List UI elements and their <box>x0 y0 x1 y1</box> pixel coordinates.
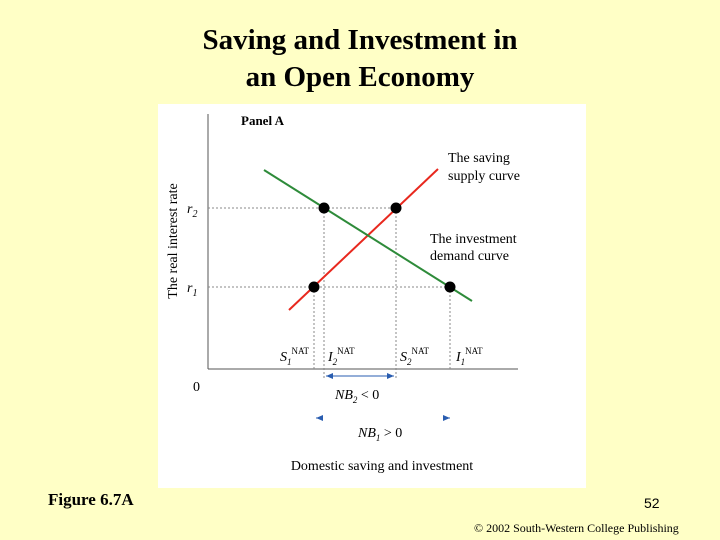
copyright-notice: © 2002 South-Western College Publishing <box>474 521 679 535</box>
y-tick-r1-sub: 1 <box>192 288 197 299</box>
nb1-rest: > 0 <box>380 426 402 441</box>
x-tick-i1-sup: NAT <box>465 346 483 356</box>
nb2-label: NB2 < 0 <box>334 388 379 405</box>
x-tick-s2-sub: 2 <box>407 357 412 367</box>
x-tick-i2: I2NAT <box>327 346 355 367</box>
point-i1-r1 <box>444 281 456 293</box>
nb1-label: NB1 > 0 <box>357 426 402 443</box>
nb1-sub: 1 <box>376 433 381 443</box>
figure-label: Figure 6.7A <box>48 490 134 509</box>
x-tick-i2-sup: NAT <box>337 346 355 356</box>
guide-lines <box>208 207 451 380</box>
x-tick-s1-main: S <box>280 350 287 365</box>
x-tick-i1: I1NAT <box>455 346 483 367</box>
slide-title: Saving and Investment in an Open Economy <box>0 22 720 96</box>
saving-curve-label-line1: The saving <box>448 151 510 166</box>
x-tick-s2-sup: NAT <box>412 346 430 356</box>
x-tick-s2: S2NAT <box>400 346 430 367</box>
origin-label: 0 <box>193 380 200 395</box>
nb1-arrow <box>316 415 450 421</box>
nb2-sub: 2 <box>353 395 358 405</box>
investment-curve-label-line2: demand curve <box>430 249 509 264</box>
x-tick-i1-main: I <box>455 350 462 365</box>
y-tick-r1-main: r <box>187 281 193 296</box>
y-tick-r2-main: r <box>187 202 193 217</box>
nb1-main: NB <box>357 426 376 441</box>
saving-curve-label-line2: supply curve <box>448 169 520 184</box>
investment-demand-curve <box>263 169 473 302</box>
point-i2-r2 <box>318 202 330 214</box>
x-tick-s1-sub: 1 <box>287 357 292 367</box>
x-tick-i1-sub: 1 <box>461 357 466 367</box>
x-axis-label: Domestic saving and investment <box>291 459 473 474</box>
x-tick-i2-main: I <box>327 350 334 365</box>
y-tick-r1: r1 <box>187 281 197 299</box>
title-line-1: Saving and Investment in <box>202 24 518 56</box>
nb2-rest: < 0 <box>357 388 379 403</box>
x-tick-i2-sub: 2 <box>333 357 338 367</box>
nb2-arrow <box>326 373 394 379</box>
y-tick-r2-sub: 2 <box>192 209 197 220</box>
y-tick-r2: r2 <box>187 202 197 220</box>
panel-label: Panel A <box>241 113 285 128</box>
page-number: 52 <box>644 495 660 511</box>
x-tick-s1-sup: NAT <box>292 346 310 356</box>
investment-curve-label-line1: The investment <box>430 232 517 247</box>
point-s1-r1 <box>308 281 320 293</box>
nb2-main: NB <box>334 388 353 403</box>
title-line-2: an Open Economy <box>245 61 475 93</box>
x-tick-s1: S1NAT <box>280 346 310 367</box>
chart-panel <box>158 104 586 488</box>
point-s2-r2 <box>390 202 402 214</box>
y-axis-label: The real interest rate <box>166 183 181 298</box>
x-tick-s2-main: S <box>400 350 407 365</box>
